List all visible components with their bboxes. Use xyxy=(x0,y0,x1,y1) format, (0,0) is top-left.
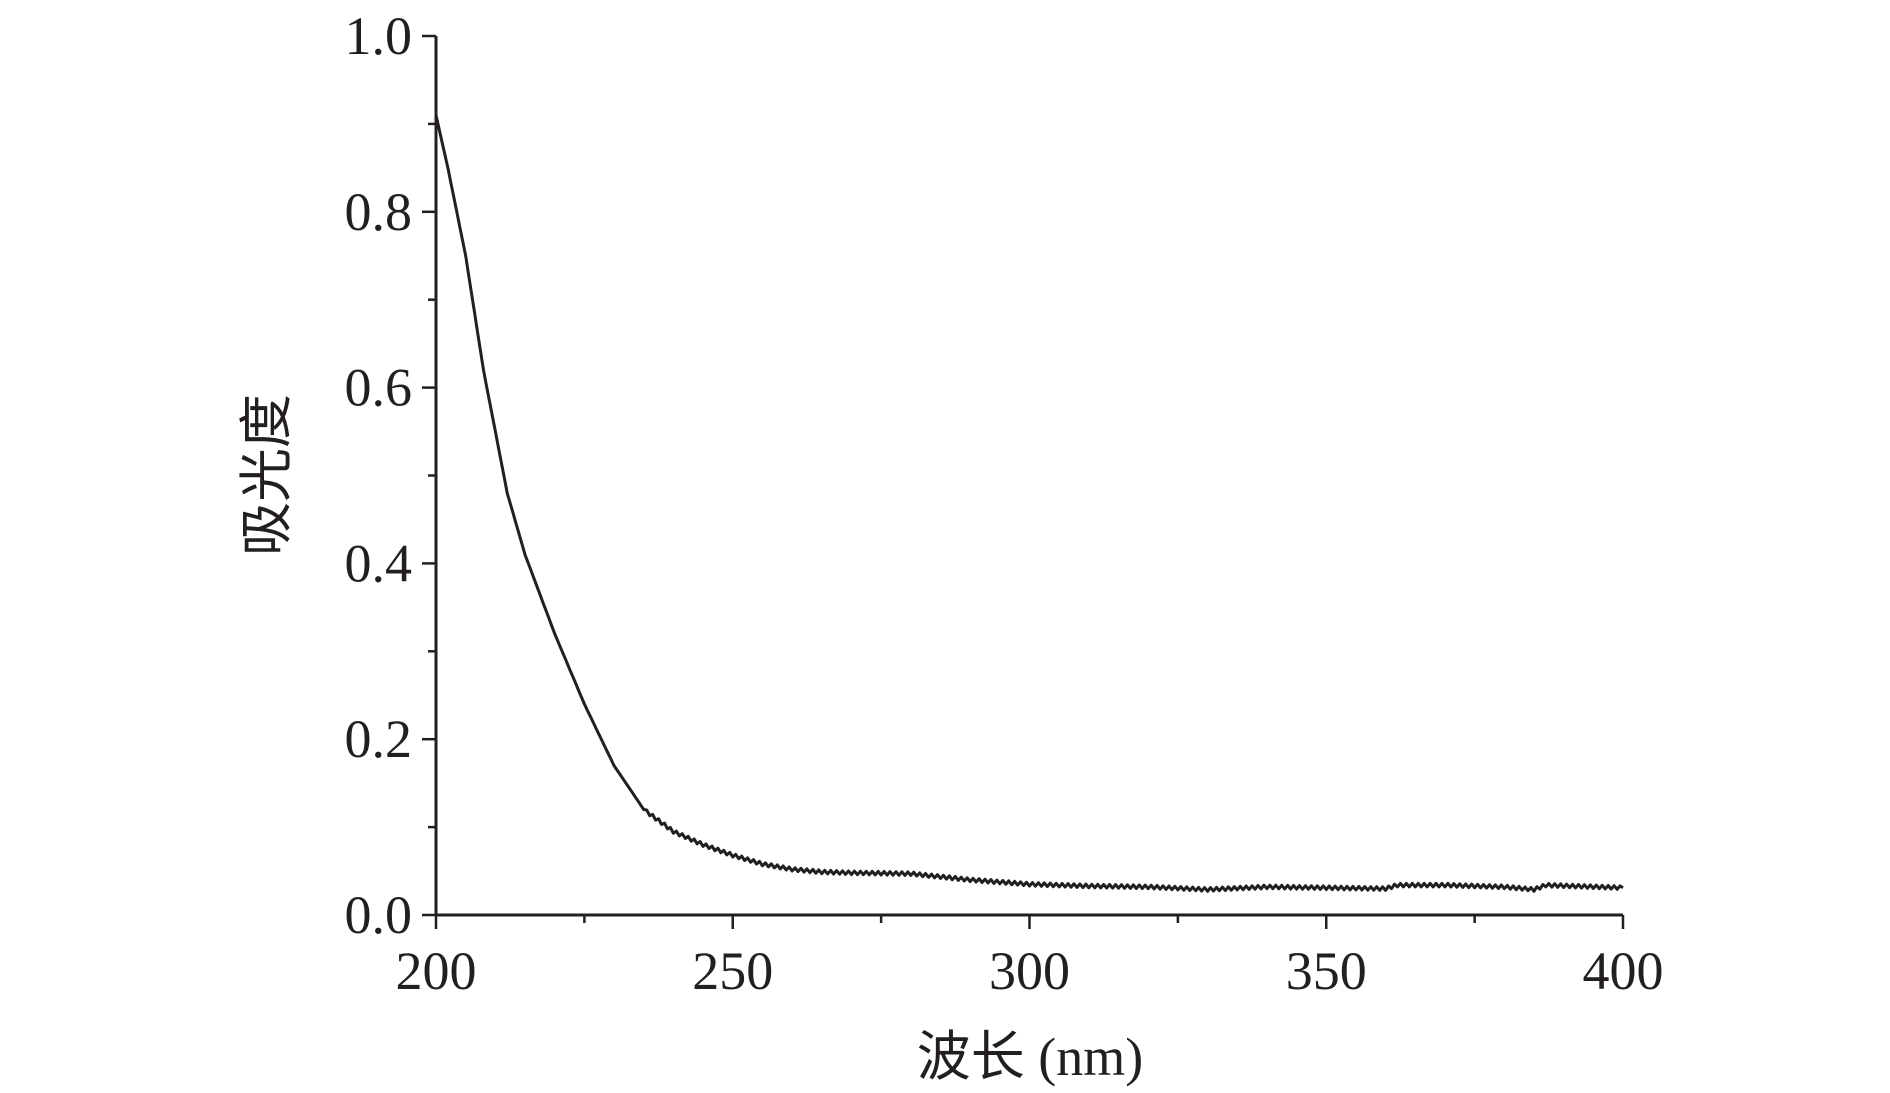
y-tick-label: 0.4 xyxy=(345,533,413,593)
y-tick-label: 0.8 xyxy=(345,182,413,242)
axes xyxy=(434,36,1623,917)
x-tick-label: 300 xyxy=(989,941,1070,1001)
x-tick-label: 350 xyxy=(1286,941,1367,1001)
x-tick-label: 400 xyxy=(1583,941,1664,1001)
ticks: 200 250 300 350 400 0.0 0.2 0.4 0.6 0.8 1.0 xyxy=(345,6,1664,1001)
y-tick-label: 0.0 xyxy=(345,885,413,945)
y-axis-label: 吸光度 xyxy=(237,394,297,556)
x-axis-label: 波长 (nm) xyxy=(917,1027,1143,1087)
absorbance-line xyxy=(434,114,1624,893)
y-tick-label: 1.0 xyxy=(345,6,413,66)
series xyxy=(434,114,1624,893)
y-tick-label: 0.2 xyxy=(345,709,413,769)
x-tick-label: 200 xyxy=(396,941,477,1001)
y-tick-label: 0.6 xyxy=(345,358,413,418)
x-tick-label: 250 xyxy=(692,941,773,1001)
